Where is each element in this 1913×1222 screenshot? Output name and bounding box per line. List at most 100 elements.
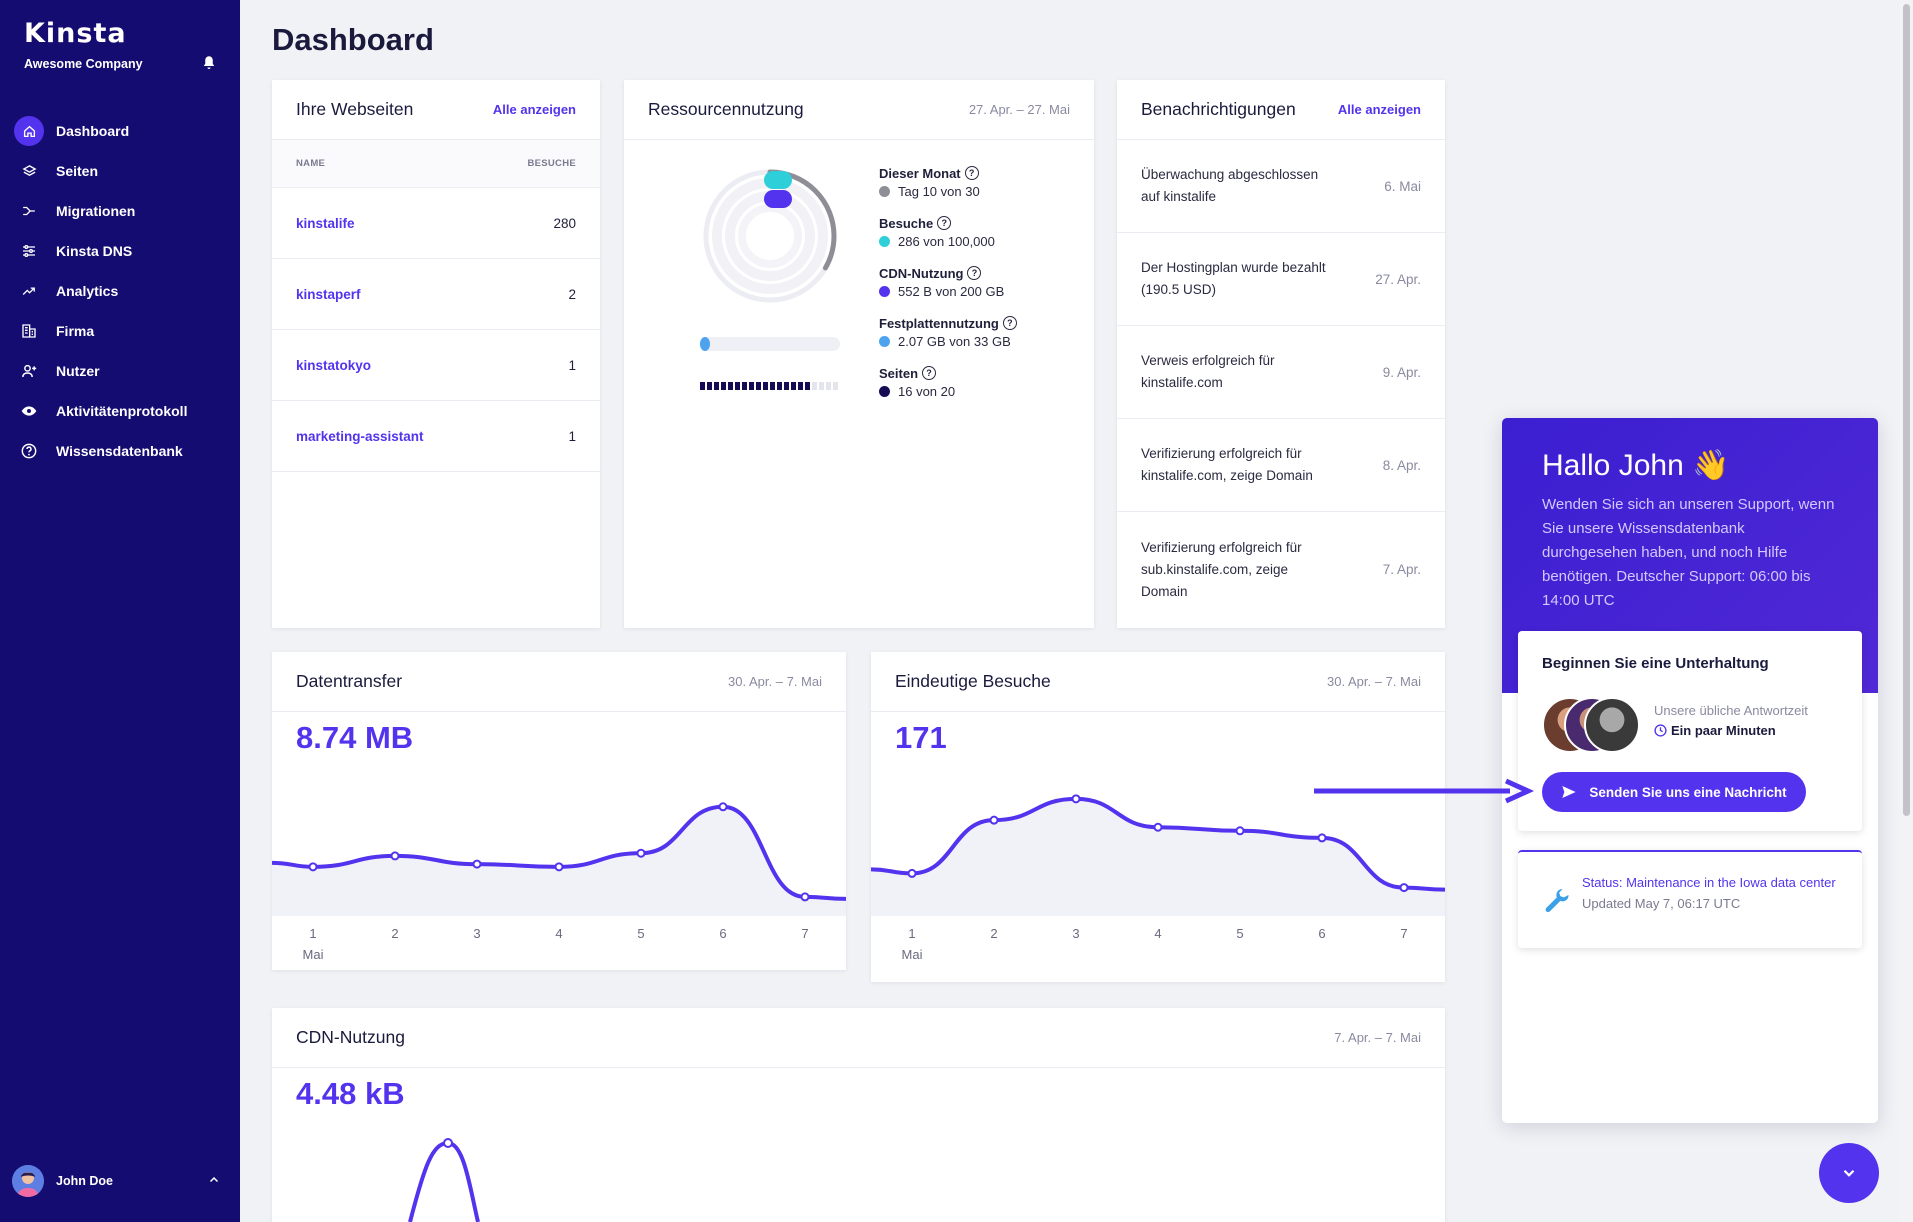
pages-segment	[791, 382, 796, 390]
data-point[interactable]	[636, 848, 646, 858]
send-message-label: Senden Sie uns eine Nachricht	[1589, 784, 1787, 800]
help-icon[interactable]: ?	[1002, 316, 1017, 330]
websites-view-all-link[interactable]: Alle anzeigen	[492, 102, 576, 117]
data-point[interactable]	[308, 862, 318, 872]
chevron-up-icon[interactable]	[208, 1174, 220, 1186]
sidebar-item-dashboard[interactable]: Dashboard	[14, 111, 226, 151]
table-row[interactable]: kinstatokyo 1	[272, 330, 600, 401]
cdn-usage-total: 4.48 kB	[296, 1076, 405, 1111]
column-visits-header: BESUCHE	[527, 158, 576, 169]
sidebar-item-migrationen[interactable]: Migrationen	[14, 191, 226, 231]
scrollbar-thumb[interactable]	[1903, 4, 1910, 816]
pages-segment	[714, 382, 719, 390]
help-icon[interactable]: ?	[922, 366, 937, 380]
user-name: John Doe	[56, 1174, 113, 1188]
data-point[interactable]	[390, 851, 400, 861]
pages-segment	[728, 382, 733, 390]
data-point[interactable]	[1071, 794, 1081, 804]
list-item[interactable]: Überwachung abgeschlossen auf kinstalife…	[1117, 140, 1445, 233]
legend-label: Seiten	[879, 365, 919, 381]
table-row[interactable]: marketing-assistant 1	[272, 401, 600, 472]
data-point[interactable]	[554, 862, 564, 872]
legend-value: 286 von 100,000	[898, 234, 995, 249]
notifications-card: Benachrichtigungen Alle anzeigen Überwac…	[1117, 80, 1445, 628]
avatar	[1584, 697, 1640, 753]
resources-date-range[interactable]: 27. Apr. – 27. Mai	[968, 102, 1070, 117]
legend-label: CDN-Nutzung	[879, 265, 964, 281]
pages-segment	[707, 382, 712, 390]
user-menu[interactable]: John Doe	[12, 1165, 226, 1197]
dns-icon	[14, 236, 44, 266]
legend-value: Tag 10 von 30	[898, 184, 980, 199]
sidebar-item-seiten[interactable]: Seiten	[14, 151, 226, 191]
sidebar: Kinsta Awesome Company Dashboard Seiten …	[0, 0, 240, 1222]
company-name[interactable]: Awesome Company	[24, 57, 143, 71]
legend-value: 552 B von 200 GB	[898, 284, 1005, 299]
sidebar-item-nutzer[interactable]: Nutzer	[14, 351, 226, 391]
sidebar-nav: Dashboard Seiten Migrationen Kinsta DNS …	[14, 111, 226, 471]
notification-text: Der Hostingplan wurde bezahlt (190.5 USD…	[1141, 260, 1326, 297]
data-point[interactable]	[1317, 833, 1327, 843]
status-card[interactable]: Status: Maintenance in the Iowa data cen…	[1518, 850, 1862, 948]
arrow-annotation	[1314, 778, 1535, 804]
page-scrollbar[interactable]	[1900, 0, 1913, 1222]
data-point[interactable]	[907, 868, 917, 878]
disk-usage-fill	[700, 337, 710, 351]
x-tick-label: 1	[309, 926, 317, 941]
data-point[interactable]	[1399, 883, 1409, 893]
help-icon[interactable]: ?	[964, 166, 979, 180]
legend-value-pages: 16 von 20	[879, 382, 1017, 401]
table-row[interactable]: kinstalife 280	[272, 188, 600, 259]
notification-text: Verifizierung erfolgreich für sub.kinsta…	[1141, 539, 1302, 599]
site-link[interactable]: kinstatokyo	[296, 357, 372, 373]
resources-header: Ressourcennutzung 27. Apr. – 27. Mai	[624, 80, 1094, 140]
send-message-button[interactable]: Senden Sie uns eine Nachricht	[1542, 772, 1806, 812]
page-title: Dashboard	[272, 22, 434, 57]
site-link[interactable]: kinstalife	[296, 215, 355, 231]
bell-icon[interactable]	[200, 54, 218, 72]
help-icon[interactable]: ?	[937, 216, 952, 230]
notification-text: Verifizierung erfolgreich für kinstalife…	[1141, 446, 1313, 483]
site-link[interactable]: kinstaperf	[296, 286, 361, 302]
site-visits: 1	[568, 428, 576, 444]
legend-label: Besuche	[879, 215, 934, 231]
data-transfer-date-range[interactable]: 30. Apr. – 7. Mai	[728, 674, 822, 689]
list-item[interactable]: Verifizierung erfolgreich für kinstalife…	[1117, 419, 1445, 512]
sidebar-item-kinsta-dns[interactable]: Kinsta DNS	[14, 231, 226, 271]
data-point[interactable]	[989, 815, 999, 825]
data-point[interactable]	[1235, 826, 1245, 836]
chat-toggle-button[interactable]	[1819, 1143, 1879, 1203]
sidebar-item-label: Analytics	[56, 283, 119, 299]
notifications-title: Benachrichtigungen	[1141, 99, 1296, 119]
table-row[interactable]: kinstaperf 2	[272, 259, 600, 330]
sidebar-item-analytics[interactable]: Analytics	[14, 271, 226, 311]
sidebar-item-wissensdatenbank[interactable]: Wissensdatenbank	[14, 431, 226, 471]
notifications-view-all-link[interactable]: Alle anzeigen	[1337, 102, 1421, 117]
help-icon[interactable]: ?	[967, 266, 982, 280]
pages-segment	[826, 382, 831, 390]
legend-title-month: Dieser Monat?	[879, 164, 1017, 182]
pages-segment	[819, 382, 824, 390]
data-point[interactable]	[1153, 822, 1163, 832]
data-point[interactable]	[472, 859, 482, 869]
status-title[interactable]: Status: Maintenance in the Iowa data cen…	[1582, 875, 1836, 890]
cdn-usage-date-range[interactable]: 7. Apr. – 7. Mai	[1334, 1030, 1421, 1045]
notification-date: 27. Apr.	[1375, 271, 1421, 287]
list-item[interactable]: Der Hostingplan wurde bezahlt (190.5 USD…	[1117, 233, 1445, 326]
pages-segment	[784, 382, 789, 390]
x-tick-label: 6	[1318, 926, 1326, 941]
data-point[interactable]	[800, 892, 810, 902]
unique-visits-total: 171	[895, 720, 947, 755]
sidebar-item-firma[interactable]: Firma	[14, 311, 226, 351]
kinsta-logo[interactable]: Kinsta	[24, 18, 127, 49]
list-item[interactable]: Verifizierung erfolgreich für sub.kinsta…	[1117, 512, 1445, 627]
legend-value-disk: 2.07 GB von 33 GB	[879, 332, 1017, 351]
site-link[interactable]: marketing-assistant	[296, 428, 424, 444]
sidebar-item-aktivitaetenprotokoll[interactable]: Aktivitätenprotokoll	[14, 391, 226, 431]
sidebar-item-label: Seiten	[56, 163, 99, 179]
home-icon	[14, 116, 44, 146]
disk-usage-bar	[700, 337, 840, 351]
unique-visits-date-range[interactable]: 30. Apr. – 7. Mai	[1327, 674, 1421, 689]
data-point[interactable]	[718, 802, 728, 812]
list-item[interactable]: Verweis erfolgreich für kinstalife.com 9.…	[1117, 326, 1445, 419]
